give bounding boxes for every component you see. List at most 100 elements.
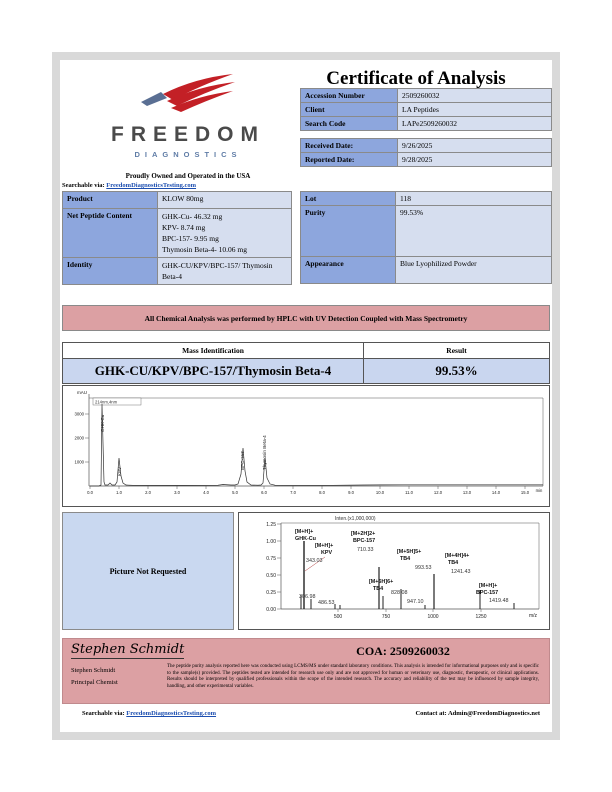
footer-searchable-prefix: Searchable via: (82, 710, 125, 717)
ms-ytick-4: 1.00 (266, 539, 276, 545)
ms-x-axis-label: m/z (529, 613, 538, 619)
chrom-xtick-1: 1.0 (116, 490, 122, 495)
ms-annotation-tb4-6plus-1: [M+6H]6+ (369, 579, 393, 585)
ms-ytick-5: 1.25 (266, 522, 276, 528)
dates-table: Received Date: 9/26/2025 Reported Date: … (300, 138, 552, 167)
ms-annotation-tb4-4plus-2: TB4 (448, 560, 458, 566)
chrom-xtick-10: 10.0 (376, 490, 385, 495)
document-header: FREEDOM DIAGNOSTICS Proudly Owned and Op… (60, 60, 552, 192)
table-row: Accession Number 2509260032 (300, 88, 552, 103)
lot-label: Lot (300, 191, 396, 206)
table-row: Client LA Peptides (300, 102, 552, 117)
accession-number-label: Accession Number (300, 88, 398, 103)
american-flag-swoosh-icon (141, 74, 235, 112)
disclaimer-text: The peptide purity analysis reported her… (167, 664, 539, 689)
ms-ytick-2: 0.50 (266, 573, 276, 579)
ms-xtick-1000: 1000 (427, 614, 438, 620)
hplc-chromatogram: mAU 214nm,4nm 1000 2000 3000 0.0 1.0 2.0 (62, 385, 550, 507)
chrom-ytick-3000: 3000 (74, 412, 84, 417)
mass-identification-table: Mass Identification Result GHK-CU/KPV/BP… (62, 342, 550, 384)
product-value: KLOW 80mg (157, 191, 292, 209)
ms-mz-1419: 1419.48 (489, 598, 509, 604)
accession-number-value: 2509260032 (397, 88, 552, 103)
chrom-xtick-3: 3.0 (174, 490, 180, 495)
lot-table: Lot 118 Purity 99.53% Appearance Blue Ly… (300, 191, 552, 284)
product-table: Product KLOW 80mg Net Peptide Content GH… (62, 191, 292, 285)
result-value: 99.53% (363, 358, 550, 384)
chrom-xtick-7: 7.0 (290, 490, 296, 495)
chrom-xtick-12: 12.0 (434, 490, 443, 495)
ms-xtick-1250: 1250 (475, 614, 486, 620)
identity-label: Identity (62, 257, 158, 285)
usa-line: Proudly Owned and Operated in the USA (125, 172, 251, 180)
ms-annotation-ghk-cu-1: [M+H]+ (295, 529, 313, 535)
ms-mz-343: 343.03 (306, 558, 323, 564)
footer-left: Searchable via: FreedomDiagnosticsTestin… (82, 710, 216, 717)
table-header-row: Mass Identification Result (62, 342, 550, 359)
table-row: Appearance Blue Lyophilized Powder (300, 256, 552, 284)
search-code-label: Search Code (300, 116, 398, 131)
chrom-peak-label-bpc-157: BPC-157 (240, 451, 245, 470)
ms-annotation-bpc157-2plus-2: BPC-157 (353, 538, 375, 544)
analysis-method-banner: All Chemical Analysis was performed by H… (62, 305, 550, 331)
ms-ytick-0: 0.00 (266, 607, 276, 613)
chrom-xtick-13: 13.0 (463, 490, 472, 495)
searchable-link[interactable]: FreedomDiagnosticsTesting.com (106, 182, 197, 189)
mass-identification-header: Mass Identification (62, 342, 364, 359)
company-logo: FREEDOM DIAGNOSTICS Proudly Owned and Op… (88, 72, 288, 180)
chrom-peak-label-kpv: KPV (117, 466, 122, 476)
ms-ytick-1: 0.25 (266, 590, 276, 596)
chrom-peak-label-thymosin-beta-4: Thymosin Beta-4 (262, 435, 267, 470)
result-header: Result (363, 342, 550, 359)
chrom-x-axis-label: min (536, 488, 543, 493)
table-row: Net Peptide Content GHK-Cu- 46.32 mg KPV… (62, 208, 292, 258)
chrom-xtick-11: 11.0 (405, 490, 414, 495)
chrom-y-axis-label: mAU (77, 390, 87, 395)
chrom-xtick-4: 4.0 (203, 490, 209, 495)
ms-mz-306: 306.98 (299, 594, 316, 600)
chrom-peak-label-ghk-cu: GHK-Cu (100, 414, 105, 432)
chrom-xtick-8: 8.0 (319, 490, 325, 495)
table-row: Purity 99.53% (300, 205, 552, 257)
ms-annotation-bpc157-1plus-1: [M+H]+ (479, 583, 497, 589)
table-row: Identity GHK-CU/KPV/BPC-157/ Thymosin Be… (62, 257, 292, 285)
table-row: Search Code LAPe2509260032 (300, 116, 552, 131)
chrom-xtick-5: 5.0 (232, 490, 238, 495)
picture-panel: Picture Not Requested (62, 512, 234, 630)
signer-name: Stephen Schmidt (71, 667, 116, 674)
brand-tagline: DIAGNOSTICS (134, 150, 242, 159)
searchable-prefix: Searchable via: (62, 182, 105, 189)
reported-date-value: 9/28/2025 (397, 152, 552, 167)
chrom-detector-label: 214nm,4nm (95, 400, 118, 405)
client-label: Client (300, 102, 398, 117)
ms-mz-993: 993.53 (415, 565, 432, 571)
chrom-xtick-2: 2.0 (145, 490, 151, 495)
table-row: Reported Date: 9/28/2025 (300, 152, 552, 167)
table-row: Lot 118 (300, 191, 552, 206)
mass-spectrum-chart: Inten.(x1,000,000) 0.00 0.25 0.50 0.75 1… (238, 512, 550, 630)
searchable-line: Searchable via: FreedomDiagnosticsTestin… (62, 182, 196, 189)
received-date-label: Received Date: (300, 138, 398, 153)
appearance-value: Blue Lyophilized Powder (395, 256, 552, 284)
handwritten-signature: Stephen Schmidt (71, 642, 185, 659)
chrom-xtick-15: 15.0 (521, 490, 530, 495)
footer-searchable-link[interactable]: FreedomDiagnosticsTesting.com (126, 710, 217, 717)
chrom-xtick-6: 6.0 (261, 490, 267, 495)
coa-number: COA: 2509260032 (356, 644, 450, 658)
identity-value: GHK-CU/KPV/BPC-157/ Thymosin Beta-4 (157, 257, 292, 285)
purity-value: 99.53% (395, 205, 552, 257)
lot-value: 118 (395, 191, 552, 206)
chrom-xtick-14: 14.0 (492, 490, 501, 495)
ms-ytick-3: 0.75 (266, 556, 276, 562)
page-title: Certificate of Analysis (326, 68, 506, 89)
signer-details: Stephen Schmidt Principal Chemist (71, 665, 118, 689)
net-peptide-content-value: GHK-Cu- 46.32 mg KPV- 8.74 mg BPC-157- 9… (157, 208, 292, 258)
chrom-ytick-2000: 2000 (74, 436, 84, 441)
page-frame: FREEDOM DIAGNOSTICS Proudly Owned and Op… (52, 52, 560, 740)
search-code-value: LAPe2509260032 (397, 116, 552, 131)
client-value: LA Peptides (397, 102, 552, 117)
ms-annotation-kpv-1: [M+H]+ (315, 543, 333, 549)
ms-annotation-tb4-6plus-2: TB4 (373, 586, 383, 592)
ms-annotation-ghk-cu-2: GHK-Cu (295, 536, 316, 542)
ms-xtick-500: 500 (334, 614, 343, 620)
